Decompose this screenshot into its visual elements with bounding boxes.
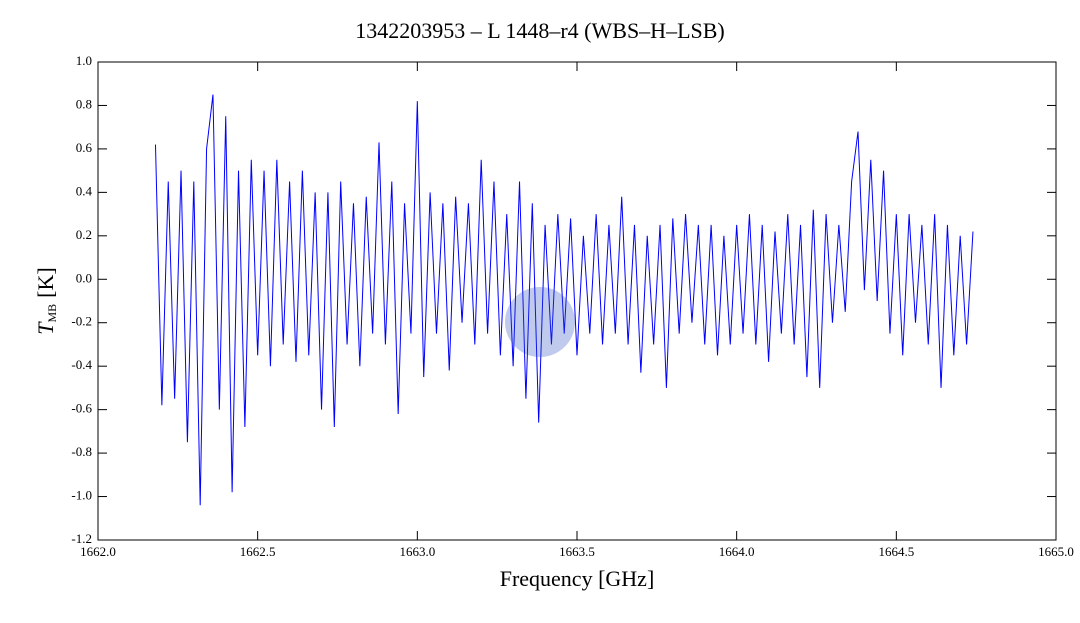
x-tick-label: 1663.0 bbox=[399, 544, 435, 559]
y-tick-label: -0.8 bbox=[71, 444, 92, 459]
y-tick-label: 0.2 bbox=[76, 227, 92, 242]
x-tick-label: 1665.0 bbox=[1038, 544, 1074, 559]
y-tick-label: 0.4 bbox=[76, 183, 93, 198]
cursor-highlight bbox=[505, 287, 575, 357]
y-tick-label: -1.2 bbox=[71, 531, 92, 546]
x-tick-label: 1662.0 bbox=[80, 544, 116, 559]
y-tick-label: -0.4 bbox=[71, 357, 92, 372]
y-tick-label: -0.2 bbox=[71, 314, 92, 329]
y-axis-label-text: TMB [K] bbox=[33, 267, 59, 334]
y-tick-label: -0.6 bbox=[71, 401, 92, 416]
y-tick-label: 0.8 bbox=[76, 96, 92, 111]
plot-area bbox=[154, 94, 974, 506]
y-label-subscript: MB bbox=[45, 304, 59, 323]
spectrum-line bbox=[154, 94, 974, 506]
y-label-unit: [K] bbox=[33, 267, 58, 298]
x-axis-label: Frequency [GHz] bbox=[500, 566, 655, 591]
x-tick-label: 1664.0 bbox=[719, 544, 755, 559]
y-tick-label: 1.0 bbox=[76, 53, 92, 68]
x-tick-label: 1662.5 bbox=[240, 544, 276, 559]
chart-title: 1342203953 – L 1448–r4 (WBS–H–LSB) bbox=[355, 18, 725, 43]
y-tick-label: 0.0 bbox=[76, 270, 92, 285]
y-label-symbol: T bbox=[33, 321, 58, 335]
x-tick-label: 1663.5 bbox=[559, 544, 595, 559]
y-tick-label: 0.6 bbox=[76, 140, 93, 155]
y-axis-label: TMB [K] bbox=[33, 267, 59, 334]
y-tick-label: -1.0 bbox=[71, 488, 92, 503]
x-tick-label: 1664.5 bbox=[878, 544, 914, 559]
